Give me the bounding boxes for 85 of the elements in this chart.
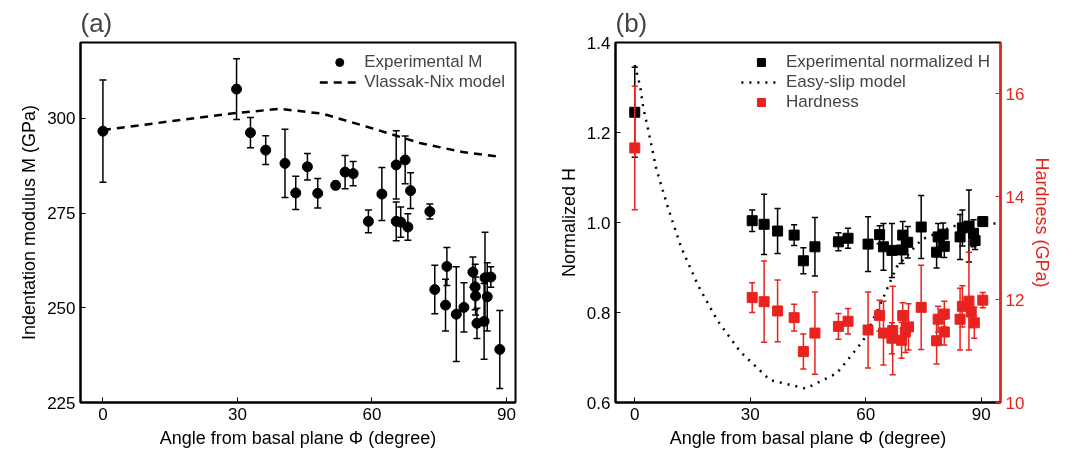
point <box>832 236 844 248</box>
point <box>874 310 886 322</box>
point <box>470 290 482 302</box>
point <box>937 228 949 240</box>
point <box>842 232 854 244</box>
y-tick-label: 0.6 <box>586 393 611 413</box>
y-tick-label: 1.2 <box>586 123 611 143</box>
point <box>441 260 453 272</box>
point <box>481 291 493 303</box>
point <box>362 215 374 227</box>
x-axis-title: Angle from basal plane Φ (degree) <box>159 427 437 448</box>
point <box>629 142 641 154</box>
x-tick-label: 0 <box>630 404 640 424</box>
point <box>931 335 943 347</box>
point <box>402 221 414 233</box>
x-axis-title: Angle from basal plane Φ (degree) <box>669 427 947 448</box>
point <box>809 327 821 339</box>
point <box>902 321 914 333</box>
y-tick-label: 1.0 <box>586 213 611 233</box>
x-tick-label: 30 <box>228 404 247 424</box>
legend-label: Hardness <box>785 92 859 112</box>
x-tick-label: 90 <box>497 404 516 424</box>
point <box>244 127 256 139</box>
point <box>886 244 898 256</box>
point <box>874 229 886 241</box>
point <box>772 305 784 317</box>
x-tick-label: 60 <box>856 404 876 424</box>
point <box>915 301 927 313</box>
point <box>809 241 821 253</box>
point <box>450 308 462 320</box>
x-tick-label: 0 <box>98 404 108 424</box>
point <box>902 236 914 248</box>
point <box>390 159 402 171</box>
y2-tick-label: 10 <box>1005 393 1025 413</box>
point <box>440 299 452 311</box>
point <box>842 315 854 327</box>
y2-tick-label: 12 <box>1005 290 1025 310</box>
y2-axis-title: Hardness (GPa) <box>1032 157 1053 288</box>
point <box>746 292 758 304</box>
y-axis-title: Indentation modulus M (GPa) <box>19 104 40 341</box>
legend-label: Vlassak-Nix model <box>364 72 505 92</box>
legend-label: Experimental normalized H <box>785 52 990 72</box>
point <box>746 215 758 227</box>
point <box>347 168 359 180</box>
legend-label: Easy-slip model <box>785 72 906 92</box>
point <box>260 144 272 156</box>
point <box>758 218 770 230</box>
point <box>758 296 770 308</box>
point <box>788 312 800 324</box>
point <box>797 255 809 267</box>
chart-title: (b) <box>615 7 648 38</box>
point <box>915 221 927 233</box>
point <box>290 187 302 199</box>
point <box>405 185 417 197</box>
point <box>938 240 950 252</box>
y-tick-label: 0.8 <box>586 303 611 323</box>
point <box>279 157 291 169</box>
point <box>301 161 313 173</box>
point <box>772 225 784 237</box>
y-tick-label: 250 <box>47 298 76 318</box>
point <box>862 238 874 250</box>
x-tick-label: 60 <box>362 404 382 424</box>
legend-label: Experimental M <box>364 52 483 72</box>
point <box>494 343 506 355</box>
point <box>312 187 324 199</box>
point <box>376 188 388 200</box>
x-tick-label: 90 <box>971 404 991 424</box>
point <box>399 154 411 166</box>
x-tick-label: 30 <box>740 404 760 424</box>
point <box>231 83 243 95</box>
point <box>788 229 800 241</box>
y2-tick-label: 14 <box>1005 187 1025 207</box>
point <box>478 315 490 327</box>
point <box>862 324 874 336</box>
point <box>458 301 470 313</box>
y-tick-label: 225 <box>47 393 76 413</box>
point <box>797 346 809 358</box>
y-tick-label: 1.4 <box>586 33 611 53</box>
y-tick-label: 300 <box>47 109 76 129</box>
y-tick-label: 275 <box>47 204 76 224</box>
point <box>832 320 844 332</box>
y2-tick-label: 16 <box>1005 84 1025 104</box>
point <box>429 284 441 296</box>
y-axis-title: Normalized H <box>558 167 579 278</box>
chart-title: (a) <box>80 7 113 38</box>
